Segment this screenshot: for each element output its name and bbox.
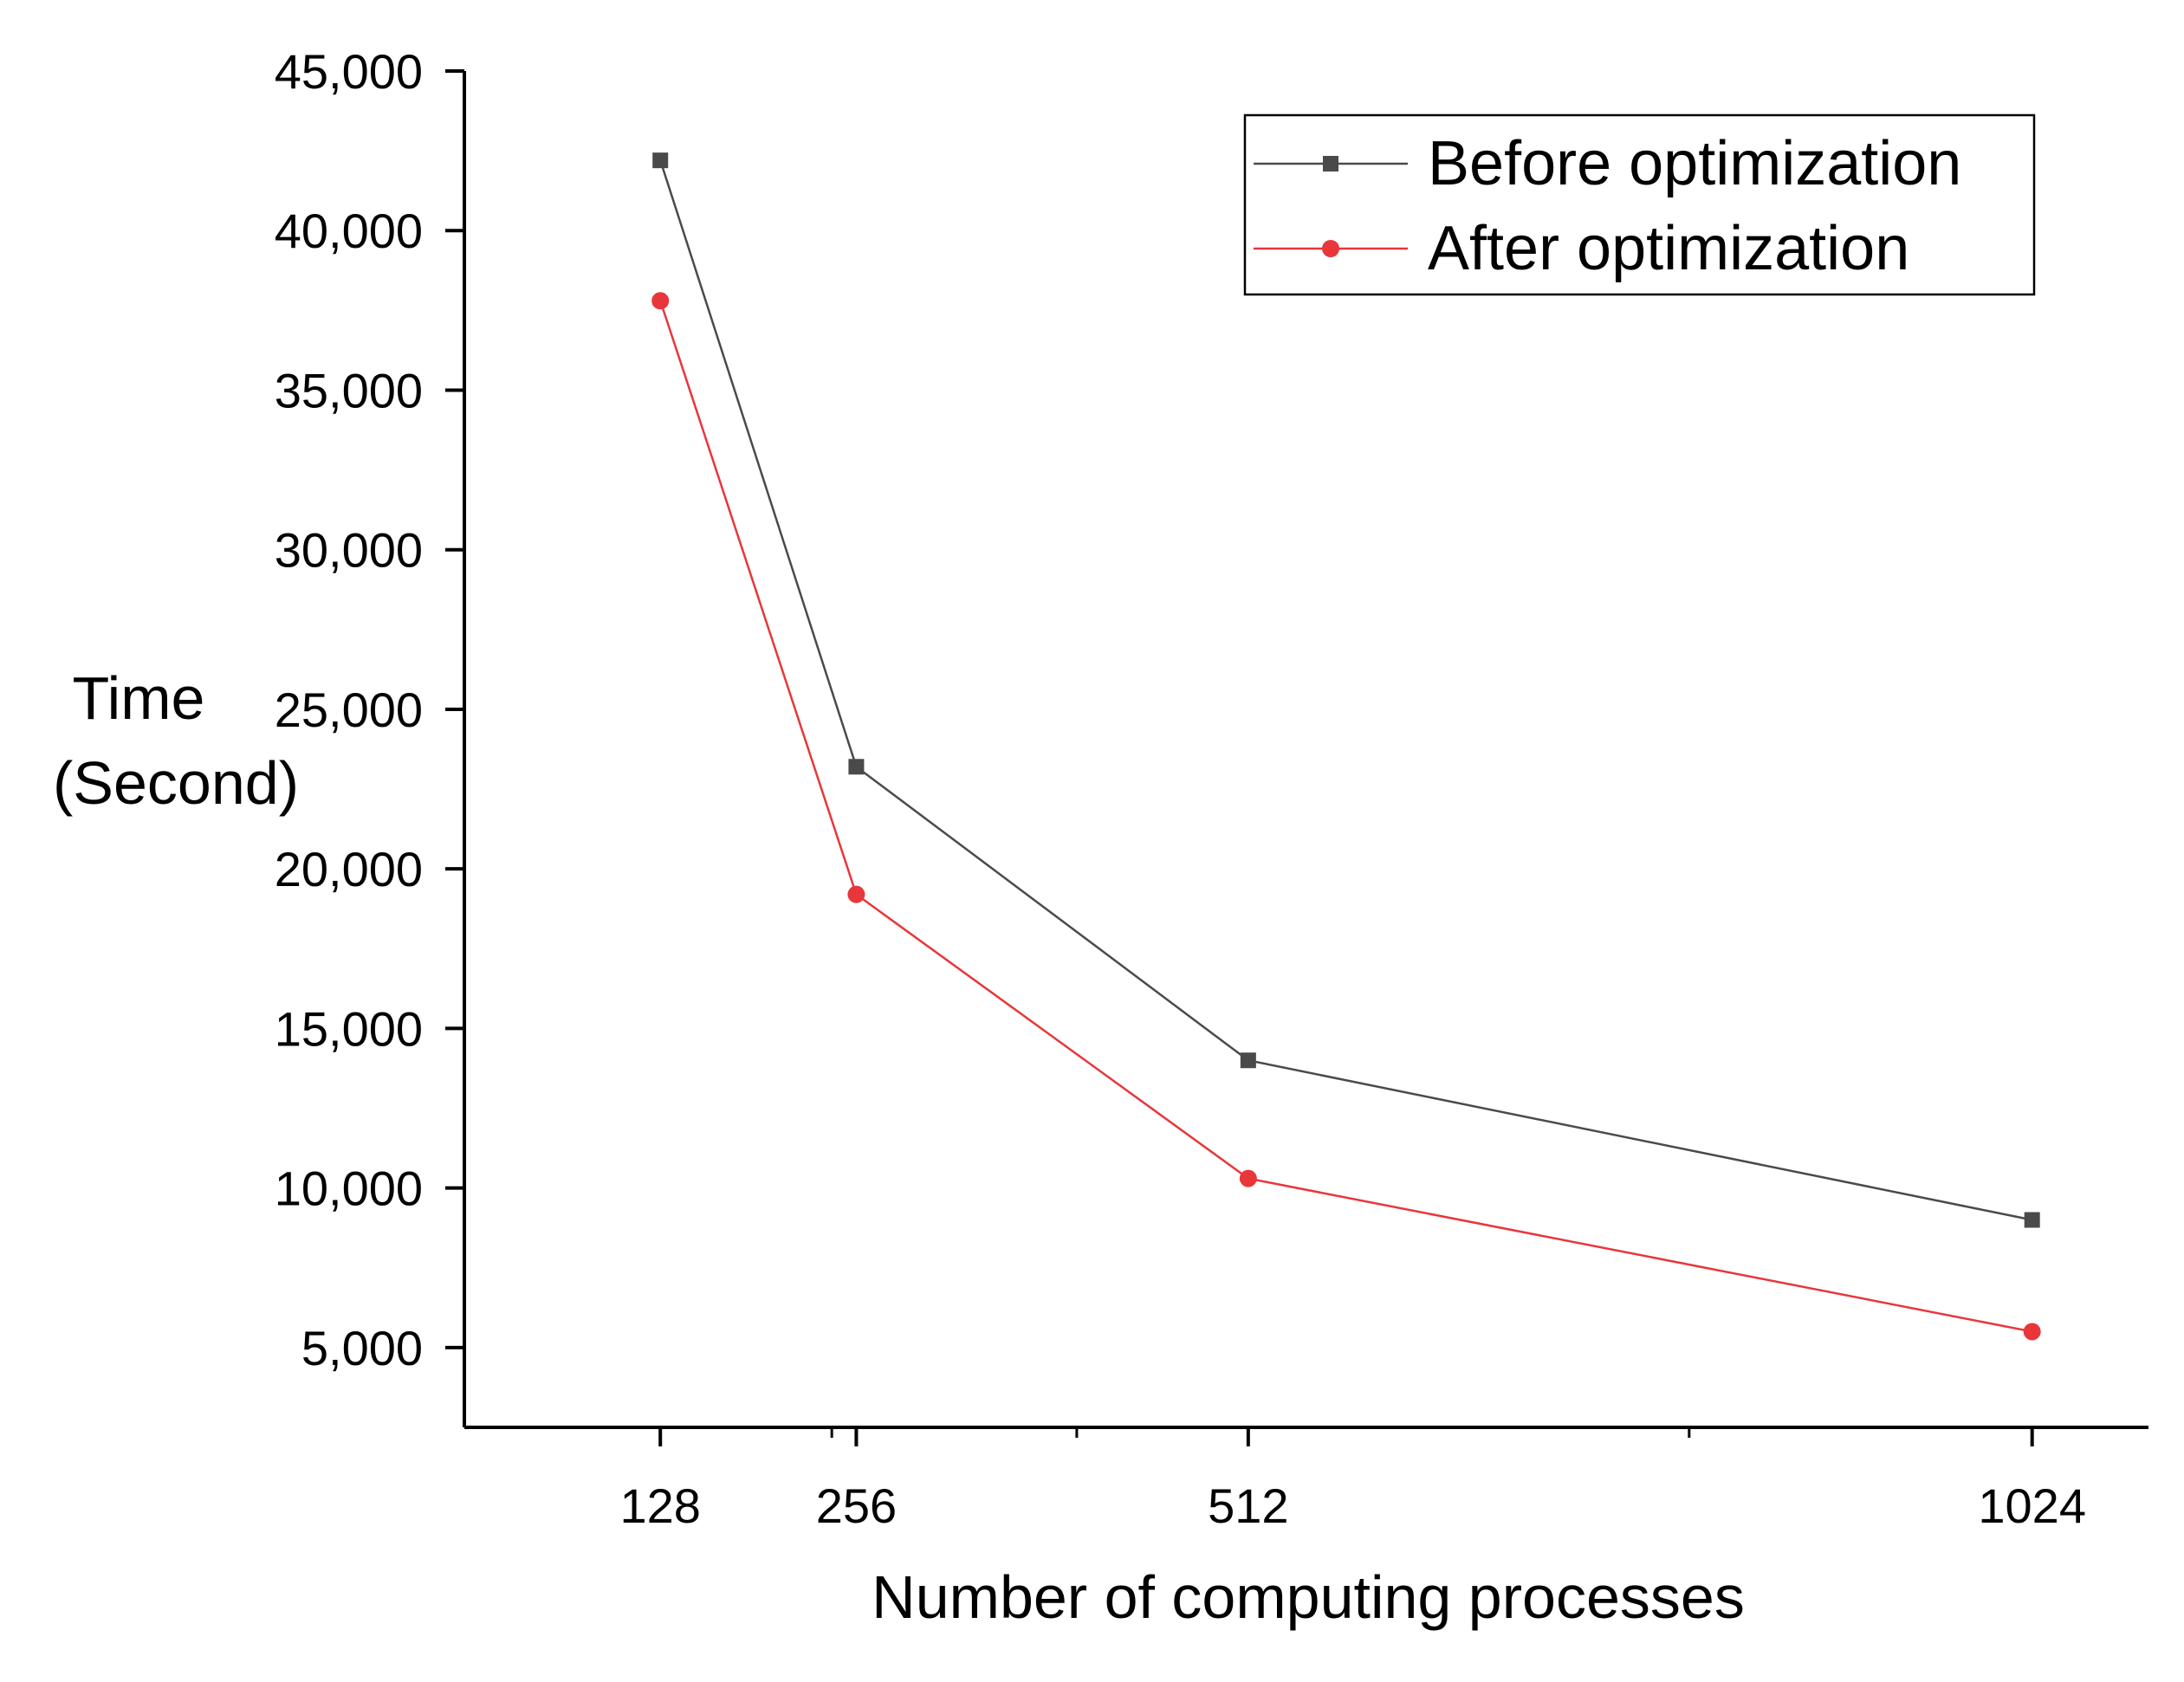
data-point	[1240, 1052, 1256, 1069]
x-tick-label: 128	[619, 1478, 700, 1533]
y-axis-title-line-2: (Second)	[53, 749, 299, 817]
y-tick-label: 40,000	[275, 204, 423, 258]
x-axis-ticks: 128 256 512 1024	[619, 1427, 2086, 1533]
series-layer	[651, 152, 2041, 1341]
y-tick-label: 5,000	[301, 1321, 423, 1375]
x-tick-label: 512	[1208, 1478, 1288, 1533]
y-axis-title-line-1: Time	[73, 664, 205, 732]
legend-box	[1243, 113, 2036, 296]
series-line	[659, 300, 2032, 1333]
x-tick-label: 256	[816, 1478, 897, 1533]
y-tick-label: 10,000	[275, 1161, 423, 1216]
y-tick-label: 15,000	[275, 1001, 423, 1056]
data-point	[652, 152, 669, 169]
legend-label: Before optimization	[1428, 129, 1961, 198]
y-tick-label: 25,000	[275, 683, 423, 737]
x-axis-title: Number of computing processes	[872, 1563, 1745, 1631]
data-point	[2023, 1323, 2041, 1341]
data-point	[2024, 1212, 2040, 1228]
x-tick-label: 1024	[1978, 1478, 2086, 1533]
data-point	[1239, 1169, 1257, 1187]
legend-label: After optimization	[1428, 214, 1909, 283]
y-tick-label: 30,000	[275, 523, 423, 578]
series-line	[659, 159, 2032, 1221]
data-point	[651, 292, 670, 310]
legend-marker	[1323, 156, 1338, 171]
data-point	[848, 759, 865, 775]
legend-marker	[1322, 240, 1339, 257]
series-after-optimization	[651, 292, 2041, 1341]
y-tick-label: 20,000	[275, 842, 423, 896]
series-before-optimization	[652, 152, 2040, 1228]
y-tick-label: 35,000	[275, 363, 423, 417]
y-axis-ticks: 5,000 10,000 15,000 20,000 25,000 30,000 35,00…	[275, 44, 464, 1375]
y-tick-label: 45,000	[275, 44, 423, 99]
legend: Before optimization After optimization	[1243, 113, 2036, 296]
data-point	[847, 885, 865, 903]
